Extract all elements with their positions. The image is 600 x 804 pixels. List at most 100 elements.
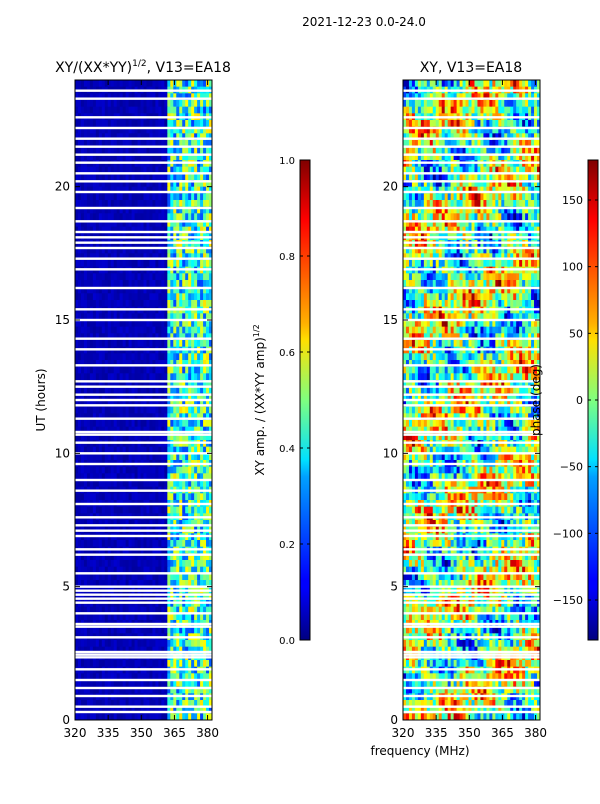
flagged-row — [75, 656, 212, 658]
y-tick-label: 5 — [390, 580, 398, 594]
flagged-row — [75, 153, 212, 155]
flagged-row — [75, 452, 212, 454]
flagged-row — [403, 153, 540, 155]
flagged-row — [75, 137, 212, 139]
flagged-row — [75, 364, 212, 366]
flagged-row — [403, 489, 540, 491]
flagged-row — [403, 417, 540, 419]
flagged-row — [403, 553, 540, 555]
panel1-heatmap — [75, 80, 213, 721]
flagged-row — [75, 97, 212, 99]
x-tick-label: 350 — [458, 726, 481, 740]
flagged-row — [403, 651, 540, 653]
flagged-row — [75, 161, 212, 163]
x-tick-label: 365 — [491, 726, 514, 740]
flagged-row — [75, 651, 212, 653]
flagged-row — [403, 625, 540, 627]
colorbar1-label: XY amp. / (XX*YY amp)1/2 — [252, 324, 267, 475]
flagged-row — [403, 268, 540, 270]
flagged-row — [403, 479, 540, 481]
flagged-row — [75, 127, 212, 129]
flagged-row — [75, 601, 212, 603]
colorbar-tick-label: 0.0 — [279, 636, 295, 647]
flagged-row — [403, 548, 540, 550]
flagged-row — [403, 172, 540, 174]
flagged-row — [75, 89, 212, 91]
x-tick-label: 365 — [163, 726, 186, 740]
y-tick-label: 5 — [62, 580, 70, 594]
colorbar-tick-label: 150 — [562, 194, 583, 207]
flagged-row — [75, 597, 212, 599]
flagged-row — [75, 503, 212, 505]
flagged-row — [403, 247, 540, 249]
flagged-row — [403, 319, 540, 321]
x-tick-label: 320 — [392, 726, 415, 740]
flagged-row — [75, 687, 212, 689]
flagged-row — [75, 479, 212, 481]
flagged-row — [403, 433, 540, 435]
flagged-row — [403, 679, 540, 681]
colorbar-tick-label: 0.6 — [279, 348, 295, 359]
flagged-row — [75, 385, 212, 387]
flagged-row — [75, 705, 212, 707]
flagged-row — [403, 636, 540, 638]
flagged-row — [403, 503, 540, 505]
colorbar1-label-main: XY amp. / (XX*YY amp) — [253, 337, 267, 475]
flagged-row — [403, 593, 540, 595]
flagged-row — [403, 589, 540, 591]
y-tick-label: 10 — [55, 446, 70, 460]
colorbar1-gradient — [300, 160, 310, 640]
flagged-row — [75, 548, 212, 550]
y-tick-label: 20 — [55, 180, 70, 194]
flagged-row — [75, 679, 212, 681]
flagged-row — [403, 348, 540, 350]
panel1-title-suffix: , V13=EA18 — [147, 60, 231, 76]
flagged-row — [75, 319, 212, 321]
y-tick-label: 15 — [383, 313, 398, 327]
panel1-title: XY/(XX*YY)1/2, V13=EA18 — [55, 59, 231, 76]
flagged-row — [75, 348, 212, 350]
flagged-row — [75, 612, 212, 614]
flagged-row — [75, 636, 212, 638]
flagged-row — [75, 393, 212, 395]
x-tick-label: 380 — [196, 726, 219, 740]
flagged-row — [403, 161, 540, 163]
flagged-row — [403, 191, 540, 193]
colorbar-tick-label: 50 — [569, 327, 583, 340]
flagged-row — [403, 441, 540, 443]
x-tick-label: 335 — [97, 726, 120, 740]
y-tick-label: 20 — [383, 180, 398, 194]
flagged-row — [75, 404, 212, 406]
flagged-row — [403, 393, 540, 395]
flagged-row — [403, 308, 540, 310]
flagged-row — [403, 572, 540, 574]
flagged-row — [403, 529, 540, 531]
colorbar-tick-label: −150 — [553, 594, 583, 607]
flagged-row — [75, 441, 212, 443]
figure-title: 2021-12-23 0.0-24.0 — [302, 15, 426, 29]
colorbar-tick-label: −50 — [560, 461, 583, 474]
flagged-row — [403, 257, 540, 259]
flagged-row — [403, 668, 540, 670]
colorbar-tick-label: 100 — [562, 261, 583, 274]
flagged-row — [75, 308, 212, 310]
x-tick-label: 335 — [425, 726, 448, 740]
panel1-title-main: XY/(XX*YY) — [55, 60, 132, 76]
flagged-row — [75, 172, 212, 174]
flagged-row — [75, 625, 212, 627]
flagged-row — [403, 524, 540, 526]
flagged-row — [403, 287, 540, 289]
flagged-row — [403, 711, 540, 713]
flagged-row — [75, 524, 212, 526]
colorbar1-label-exponent: 1/2 — [252, 324, 261, 337]
flagged-row — [75, 623, 212, 625]
panel1-title-exponent: 1/2 — [132, 59, 146, 69]
flagged-row — [403, 597, 540, 599]
flagged-row — [75, 431, 212, 433]
y-tick-label: 10 — [383, 446, 398, 460]
x-tick-label: 320 — [64, 726, 87, 740]
flagged-row — [403, 687, 540, 689]
